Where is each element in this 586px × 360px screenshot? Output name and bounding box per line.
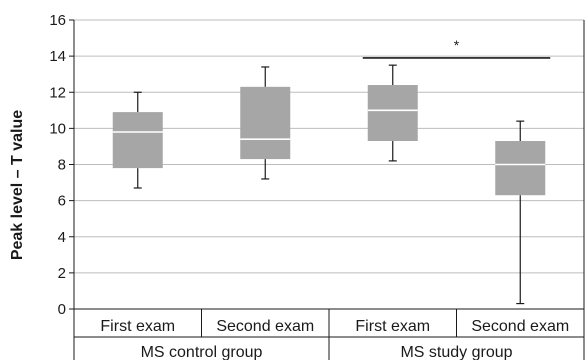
box-1: [112, 91, 163, 189]
box-3: [367, 64, 418, 162]
grid-lines: [69, 19, 584, 310]
box-rect: [495, 141, 546, 196]
boxes: [112, 64, 546, 305]
y-tick-label: 4: [58, 229, 66, 246]
box-4: [495, 120, 546, 305]
y-tick-label: 10: [49, 120, 66, 137]
y-tick-label: 0: [58, 301, 66, 318]
significance-star: *: [454, 37, 460, 53]
category-labels: First exam Second exam First exam Second ex…: [100, 318, 569, 335]
box-rect: [367, 85, 418, 142]
category-label: Second exam: [471, 318, 569, 335]
y-axis-label: Peak level – T value: [9, 110, 26, 260]
y-tick-labels: 0 2 4 6 8 10 12 14 16: [49, 12, 66, 318]
category-label: First exam: [100, 318, 175, 335]
group-label: MS study group: [400, 344, 512, 360]
category-label: Second exam: [216, 318, 314, 335]
y-tick-label: 6: [58, 193, 66, 210]
y-tick-label: 8: [58, 157, 66, 174]
y-tick-label: 14: [49, 48, 66, 65]
group-labels: MS control group MS study group: [141, 344, 513, 360]
y-tick-label: 2: [58, 265, 66, 282]
axes: [73, 20, 585, 360]
y-tick-label: 12: [49, 84, 66, 101]
box-rect: [112, 112, 163, 169]
category-label: First exam: [355, 318, 430, 335]
significance-annotation: *: [362, 37, 551, 59]
group-label: MS control group: [141, 344, 263, 360]
y-tick-label: 16: [49, 12, 66, 29]
box-2: [240, 66, 291, 180]
box-rect: [240, 86, 291, 160]
